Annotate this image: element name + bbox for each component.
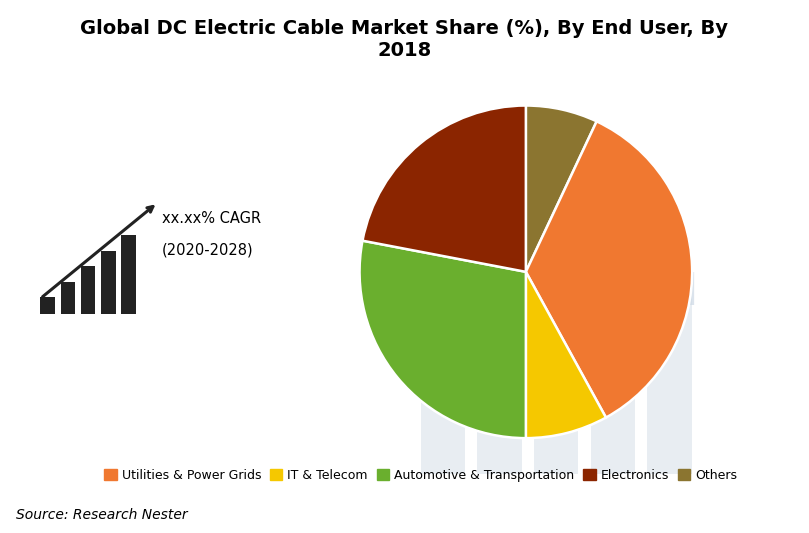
Wedge shape [526, 272, 606, 438]
Bar [101, 251, 116, 314]
Wedge shape [526, 106, 597, 272]
Text: Global DC Electric Cable Market Share (%), By End User, By
2018: Global DC Electric Cable Market Share (%… [81, 19, 728, 60]
Bar [477, 208, 522, 474]
Text: xx.xx% CAGR: xx.xx% CAGR [162, 211, 261, 225]
Bar [40, 297, 55, 314]
Wedge shape [359, 241, 526, 438]
Text: (2020-2028): (2020-2028) [162, 243, 253, 257]
Bar [121, 235, 136, 314]
Bar [421, 272, 465, 474]
Text: Source: Research Nester: Source: Research Nester [16, 508, 188, 522]
Bar [534, 144, 578, 474]
Text: RESEARCH
NESTER: RESEARCH NESTER [433, 272, 700, 368]
Legend: Utilities & Power Grids, IT & Telecom, Automotive & Transportation, Electronics,: Utilities & Power Grids, IT & Telecom, A… [100, 464, 742, 487]
Wedge shape [526, 122, 693, 417]
Wedge shape [362, 106, 526, 272]
Bar [81, 266, 95, 314]
Bar [647, 272, 692, 474]
Bar [61, 282, 75, 314]
Bar [591, 208, 635, 474]
